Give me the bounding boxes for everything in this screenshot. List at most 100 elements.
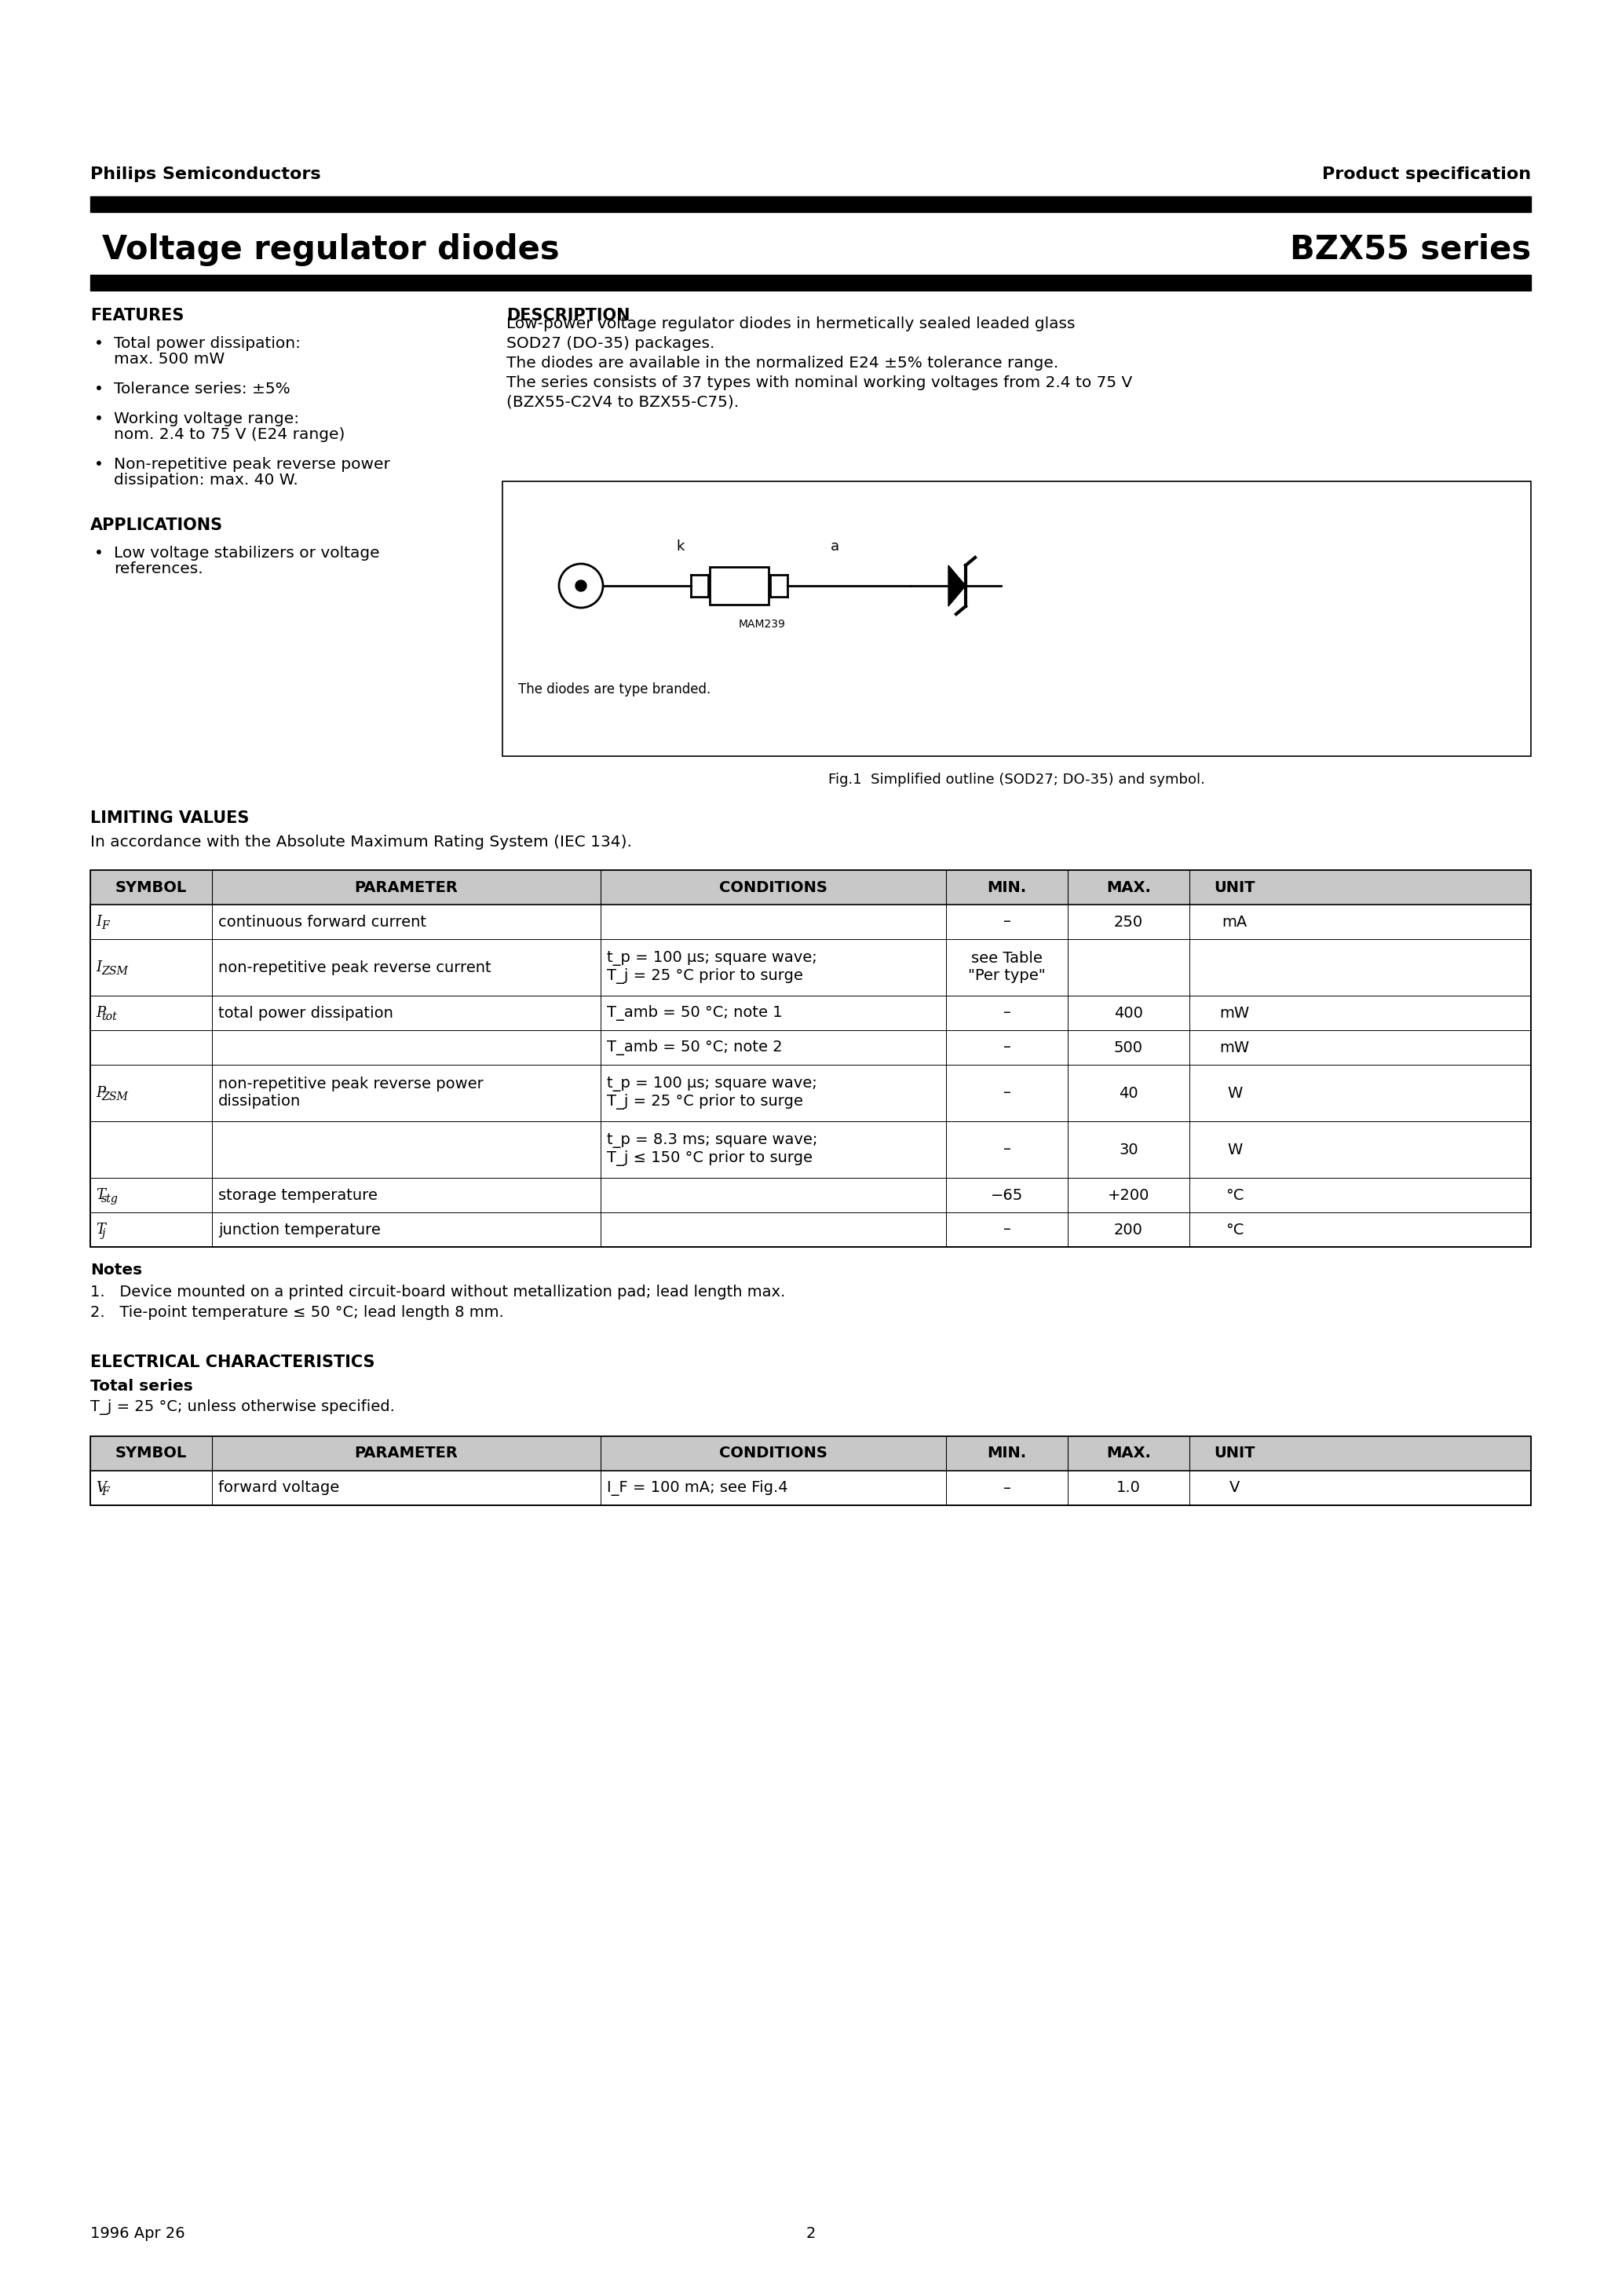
Text: dissipation: max. 40 W.: dissipation: max. 40 W.: [114, 473, 298, 487]
Text: T_j = 25 °C prior to surge: T_j = 25 °C prior to surge: [607, 1093, 803, 1109]
Text: The diodes are available in the normalized E24 ±5% tolerance range.
The series c: The diodes are available in the normaliz…: [506, 356, 1132, 411]
Text: SYMBOL: SYMBOL: [115, 879, 187, 895]
Text: forward voltage: forward voltage: [219, 1481, 339, 1495]
Text: –: –: [1002, 1006, 1011, 1019]
Text: mW: mW: [1220, 1006, 1249, 1019]
Text: total power dissipation: total power dissipation: [219, 1006, 393, 1019]
Text: PARAMETER: PARAMETER: [355, 879, 457, 895]
Text: °C: °C: [1225, 1187, 1244, 1203]
Text: Working voltage range:: Working voltage range:: [114, 411, 298, 427]
Text: UNIT: UNIT: [1213, 1446, 1255, 1460]
Bar: [710, 567, 769, 604]
Text: see Table: see Table: [972, 951, 1043, 967]
Text: 1.0: 1.0: [1116, 1481, 1140, 1495]
Text: °C: °C: [1225, 1221, 1244, 1238]
Text: storage temperature: storage temperature: [219, 1187, 378, 1203]
Text: F: F: [102, 1486, 109, 1497]
Text: P: P: [96, 1086, 105, 1100]
Text: Low voltage stabilizers or voltage: Low voltage stabilizers or voltage: [114, 546, 380, 560]
Text: 200: 200: [1114, 1221, 1144, 1238]
Text: LIMITING VALUES: LIMITING VALUES: [91, 810, 250, 827]
Text: non-repetitive peak reverse current: non-repetitive peak reverse current: [219, 960, 491, 976]
Text: V: V: [1229, 1481, 1239, 1495]
Text: –: –: [1002, 1221, 1011, 1238]
Text: 400: 400: [1114, 1006, 1144, 1019]
Text: T: T: [96, 1187, 105, 1203]
Bar: [91, 1437, 1531, 1472]
Circle shape: [576, 581, 587, 592]
Text: F: F: [102, 921, 109, 930]
Text: –: –: [1002, 1086, 1011, 1100]
Text: •: •: [94, 546, 104, 560]
Text: 1.   Device mounted on a printed circuit-board without metallization pad; lead l: 1. Device mounted on a printed circuit-b…: [91, 1286, 785, 1300]
Text: dissipation: dissipation: [219, 1095, 302, 1109]
Text: Non-repetitive peak reverse power: Non-repetitive peak reverse power: [114, 457, 391, 473]
Text: continuous forward current: continuous forward current: [219, 914, 427, 930]
Text: tot: tot: [102, 1010, 117, 1022]
Text: T_j ≤ 150 °C prior to surge: T_j ≤ 150 °C prior to surge: [607, 1150, 813, 1166]
Text: W: W: [1226, 1086, 1242, 1100]
Text: 250: 250: [1114, 914, 1144, 930]
Text: max. 500 mW: max. 500 mW: [114, 351, 225, 367]
Text: T_j = 25 °C prior to surge: T_j = 25 °C prior to surge: [607, 969, 803, 985]
Text: 30: 30: [1119, 1141, 1139, 1157]
Text: "Per type": "Per type": [968, 969, 1046, 983]
Text: Total series: Total series: [91, 1380, 193, 1394]
Bar: [91, 1437, 1531, 1506]
Text: ZSM: ZSM: [102, 1091, 128, 1102]
Text: SYMBOL: SYMBOL: [115, 1446, 187, 1460]
Text: I_F = 100 mA; see Fig.4: I_F = 100 mA; see Fig.4: [607, 1481, 788, 1497]
Text: mW: mW: [1220, 1040, 1249, 1054]
Text: MIN.: MIN.: [988, 879, 1027, 895]
Text: FEATURES: FEATURES: [91, 308, 183, 324]
Text: •: •: [94, 335, 104, 351]
Text: CONDITIONS: CONDITIONS: [719, 879, 827, 895]
Text: MAX.: MAX.: [1106, 879, 1152, 895]
Text: The diodes are type branded.: The diodes are type branded.: [517, 682, 710, 696]
Text: t_p = 100 μs; square wave;: t_p = 100 μs; square wave;: [607, 951, 817, 967]
Text: Notes: Notes: [91, 1263, 143, 1277]
Text: •: •: [94, 381, 104, 397]
Text: nom. 2.4 to 75 V (E24 range): nom. 2.4 to 75 V (E24 range): [114, 427, 345, 443]
Text: 40: 40: [1119, 1086, 1139, 1100]
Text: 500: 500: [1114, 1040, 1144, 1054]
Text: T: T: [96, 1221, 105, 1238]
Bar: [91, 870, 1531, 1247]
Text: MAX.: MAX.: [1106, 1446, 1152, 1460]
Text: ELECTRICAL CHARACTERISTICS: ELECTRICAL CHARACTERISTICS: [91, 1355, 375, 1371]
Bar: [91, 276, 1531, 292]
Text: –: –: [1002, 1141, 1011, 1157]
Text: 1996 Apr 26: 1996 Apr 26: [91, 2227, 185, 2241]
Text: j: j: [102, 1228, 105, 1240]
Text: DESCRIPTION: DESCRIPTION: [506, 308, 629, 324]
Text: t_p = 8.3 ms; square wave;: t_p = 8.3 ms; square wave;: [607, 1134, 817, 1148]
Text: UNIT: UNIT: [1213, 879, 1255, 895]
Text: −65: −65: [991, 1187, 1023, 1203]
Polygon shape: [949, 565, 965, 606]
Text: PARAMETER: PARAMETER: [355, 1446, 457, 1460]
Text: V: V: [96, 1481, 105, 1495]
Text: references.: references.: [114, 563, 203, 576]
Text: junction temperature: junction temperature: [219, 1221, 381, 1238]
Text: ZSM: ZSM: [102, 967, 128, 976]
Text: I: I: [96, 914, 101, 930]
Text: Product specification: Product specification: [1322, 168, 1531, 181]
Text: t_p = 100 μs; square wave;: t_p = 100 μs; square wave;: [607, 1077, 817, 1093]
Text: MIN.: MIN.: [988, 1446, 1027, 1460]
Text: •: •: [94, 457, 104, 473]
Text: Total power dissipation:: Total power dissipation:: [114, 335, 300, 351]
Text: Philips Semiconductors: Philips Semiconductors: [91, 168, 321, 181]
Text: stg: stg: [102, 1194, 118, 1203]
Text: Low-power voltage regulator diodes in hermetically sealed leaded glass
SOD27 (DO: Low-power voltage regulator diodes in he…: [506, 317, 1075, 351]
Text: T_amb = 50 °C; note 2: T_amb = 50 °C; note 2: [607, 1040, 782, 1056]
Text: –: –: [1002, 1481, 1011, 1495]
Text: mA: mA: [1221, 914, 1247, 930]
Bar: [91, 870, 1531, 905]
Bar: [91, 905, 1531, 1247]
Text: In accordance with the Absolute Maximum Rating System (IEC 134).: In accordance with the Absolute Maximum …: [91, 836, 633, 850]
Text: CONDITIONS: CONDITIONS: [719, 1446, 827, 1460]
Text: BZX55 series: BZX55 series: [1289, 234, 1531, 266]
Bar: [91, 1472, 1531, 1506]
Text: Tolerance series: ±5%: Tolerance series: ±5%: [114, 381, 290, 397]
Text: +200: +200: [1108, 1187, 1150, 1203]
